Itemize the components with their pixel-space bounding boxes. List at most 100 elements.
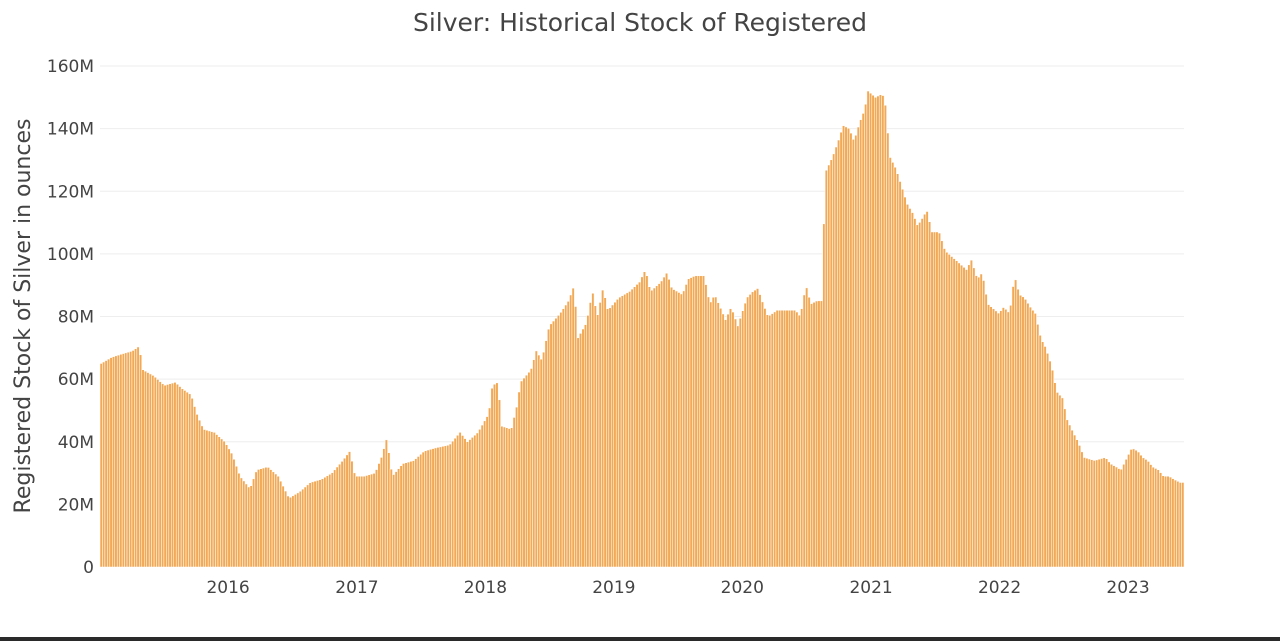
- data-bar: [419, 454, 423, 568]
- data-bar: [802, 294, 806, 568]
- data-bar: [1036, 324, 1040, 568]
- data-bar: [633, 286, 637, 568]
- data-bar: [178, 386, 182, 568]
- data-bar: [158, 381, 162, 568]
- data-bar: [114, 355, 118, 568]
- data-bar: [330, 472, 334, 568]
- data-bar: [601, 289, 605, 568]
- data-bar: [1161, 475, 1165, 568]
- data-bar: [1166, 475, 1170, 568]
- data-bar: [119, 354, 123, 568]
- data-bar: [434, 447, 438, 568]
- data-bar: [271, 471, 275, 568]
- data-bar: [411, 460, 415, 568]
- data-bar: [807, 297, 811, 568]
- data-bar: [328, 474, 332, 568]
- data-bar: [1134, 449, 1138, 568]
- data-bar: [783, 309, 787, 568]
- data-bar: [340, 461, 344, 568]
- data-bar: [230, 452, 233, 568]
- data-bar: [918, 222, 922, 568]
- data-bar: [372, 473, 376, 568]
- data-bar: [1139, 454, 1143, 568]
- data-bar: [819, 300, 823, 568]
- data-bar: [1070, 429, 1074, 568]
- data-bar: [738, 318, 742, 568]
- data-bar: [847, 128, 850, 568]
- data-bar: [697, 275, 701, 568]
- data-bar: [677, 292, 681, 568]
- data-bar: [355, 475, 359, 568]
- data-bar: [874, 97, 877, 568]
- data-bar: [674, 290, 678, 568]
- data-bar: [630, 288, 634, 568]
- data-bar: [780, 309, 784, 568]
- data-bar: [1080, 451, 1084, 568]
- data-bar: [1137, 451, 1141, 568]
- data-bar: [461, 435, 465, 568]
- data-bar: [866, 90, 870, 568]
- data-bar: [237, 472, 241, 568]
- data-bar: [982, 280, 986, 568]
- x-tick-label: 2019: [592, 578, 635, 598]
- data-bar: [443, 445, 447, 568]
- data-bar: [382, 448, 386, 568]
- data-bar: [131, 350, 135, 568]
- data-bar: [316, 480, 320, 568]
- data-bar: [1107, 461, 1111, 568]
- data-bar: [628, 291, 632, 568]
- x-axis-ticks: 2016 2017 2018 2019 2020 2021 2022 2023: [206, 578, 1149, 598]
- data-bar: [682, 290, 686, 568]
- data-bar: [960, 264, 964, 568]
- data-bar: [289, 497, 292, 568]
- data-bar: [500, 425, 504, 568]
- data-bar: [136, 346, 140, 568]
- data-bar: [586, 315, 590, 568]
- data-bar: [645, 275, 649, 568]
- data-bar: [642, 271, 646, 568]
- data-bar: [453, 437, 457, 568]
- data-bar: [684, 284, 688, 568]
- data-bar: [325, 475, 329, 568]
- data-bar: [579, 333, 583, 568]
- data-bar: [1144, 459, 1148, 568]
- data-bar: [758, 294, 762, 568]
- data-bar: [657, 283, 661, 568]
- data-bar: [933, 231, 936, 568]
- x-tick-label: 2021: [849, 578, 892, 598]
- data-bar: [935, 231, 939, 568]
- data-bar: [1033, 313, 1037, 568]
- data-bar: [1001, 307, 1005, 568]
- data-bar: [296, 492, 300, 568]
- data-bar: [1043, 346, 1047, 568]
- y-axis-ticks: 0 20M 40M 60M 80M 100M 120M 140M 160M: [47, 57, 94, 578]
- data-bar: [257, 469, 261, 568]
- data-bar: [1156, 469, 1160, 568]
- data-bar: [775, 309, 779, 568]
- data-bar: [109, 357, 113, 568]
- data-bar: [552, 320, 555, 568]
- data-bar: [426, 449, 430, 568]
- data-bar: [618, 296, 622, 568]
- data-bar: [397, 468, 401, 568]
- data-bar: [360, 475, 364, 568]
- data-bar: [1097, 458, 1101, 568]
- data-bar: [394, 471, 398, 568]
- data-bar: [972, 267, 976, 568]
- data-bar: [239, 477, 243, 568]
- data-bar: [751, 291, 755, 568]
- data-bar: [1016, 288, 1020, 568]
- data-bar: [173, 382, 177, 568]
- data-bar: [421, 451, 425, 568]
- data-bar: [1105, 458, 1109, 568]
- data-bar: [493, 383, 497, 568]
- data-bar: [402, 463, 406, 568]
- data-bar: [198, 419, 202, 568]
- data-bar: [522, 377, 526, 568]
- data-bar: [1092, 460, 1096, 568]
- data-bar: [756, 288, 760, 568]
- data-bar: [987, 304, 991, 568]
- data-bar: [357, 475, 361, 568]
- data-bar: [1114, 466, 1118, 568]
- data-bar: [544, 340, 548, 568]
